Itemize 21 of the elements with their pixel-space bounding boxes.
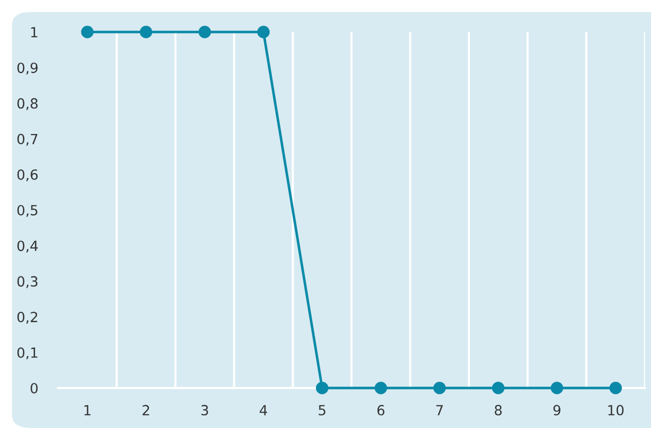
- x-tick-label: 6: [377, 404, 384, 416]
- x-tick-label: 9: [553, 404, 560, 416]
- y-tick-label: 0,3: [17, 276, 38, 288]
- x-tick-label: 10: [608, 404, 624, 416]
- y-tick-label: 0,1: [17, 347, 38, 360]
- x-tick-label: 4: [260, 405, 268, 416]
- x-tick-label: 3: [201, 404, 208, 416]
- x-tick-label: 2: [142, 404, 150, 416]
- y-tick-label: 0: [30, 382, 38, 394]
- x-tick-label: 8: [494, 404, 502, 416]
- y-tick-label: 0,4: [17, 240, 38, 252]
- y-tick-label: 1: [31, 27, 38, 38]
- y-tick-label: 0,7: [17, 134, 38, 146]
- y-tick-label: 0,2: [17, 312, 38, 324]
- x-tick-label: 7: [436, 405, 443, 416]
- y-tick-label: 0,9: [17, 62, 38, 74]
- x-tick-label: 1: [84, 405, 90, 416]
- y-tick-label: 0,5: [17, 204, 38, 217]
- y-tick-label: 0,6: [17, 169, 38, 182]
- y-tick-label: 0,8: [17, 98, 38, 110]
- x-tick-label: 5: [318, 405, 326, 416]
